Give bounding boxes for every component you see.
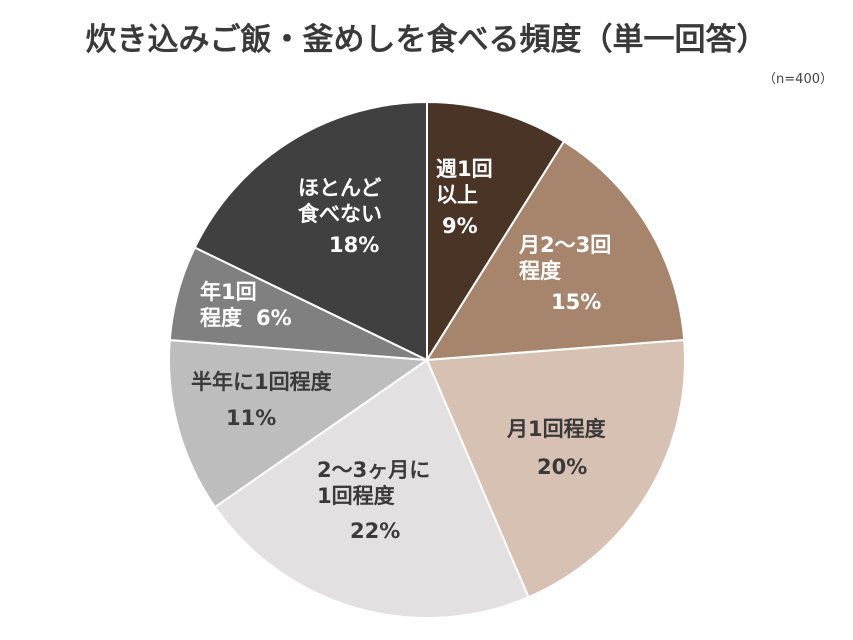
chart-title: 炊き込みご飯・釜めしを食べる頻度（単一回答）: [85, 22, 768, 58]
label-weekly: 週1回 以上 9%: [436, 157, 493, 240]
label-monthly-1-pct: 20%: [537, 454, 588, 479]
label-monthly-2-3-pct: 15%: [551, 290, 602, 315]
label-monthly-1-line1: 月1回程度: [507, 417, 606, 441]
label-weekly-line1: 週1回: [436, 157, 493, 181]
sample-size-note: （n=400）: [763, 72, 833, 87]
label-yearly-line2-text: 程度: [200, 305, 242, 330]
label-yearly: 年1回 程度 6%: [200, 280, 292, 331]
pie-slice-monthly-1: [426, 338, 686, 599]
label-every-2-3-months-line1: 2～3ヶ月に: [317, 458, 431, 482]
label-monthly-2-3: 月2～3回 程度 15%: [519, 233, 611, 316]
label-rarely-line2: 食べない: [298, 201, 382, 226]
label-monthly-2-3-line2: 程度: [519, 258, 561, 283]
label-half-yearly-pct: 11%: [226, 405, 277, 430]
label-monthly-2-3-line1: 月2～3回: [519, 233, 612, 257]
pie-slice-every-2-3-months: [214, 359, 530, 619]
label-rarely: ほとんど 食べない 18%: [298, 176, 382, 259]
label-rarely-pct: 18%: [329, 233, 380, 258]
label-yearly-line2: 程度 6%: [200, 306, 292, 332]
pie-slice-rarely: [193, 101, 428, 361]
label-every-2-3-months-pct: 22%: [350, 519, 401, 544]
pie-slice-half-yearly: [168, 338, 428, 509]
label-yearly-line1: 年1回: [200, 280, 257, 304]
label-every-2-3-months: 2～3ヶ月に 1回程度 22%: [317, 458, 430, 545]
label-monthly-1: 月1回程度 20%: [507, 417, 606, 480]
label-every-2-3-months-line2: 1回程度: [317, 483, 395, 508]
label-half-yearly-line1: 半年に1回程度: [191, 370, 332, 394]
pie-slice-monthly-2-3: [426, 140, 686, 361]
label-yearly-pct: 6%: [256, 305, 292, 330]
label-half-yearly: 半年に1回程度 11%: [191, 370, 332, 431]
pie-slice-weekly: [426, 101, 566, 361]
label-weekly-line2: 以上: [436, 182, 478, 207]
label-rarely-line1: ほとんど: [298, 176, 382, 200]
label-weekly-pct: 9%: [442, 214, 478, 239]
